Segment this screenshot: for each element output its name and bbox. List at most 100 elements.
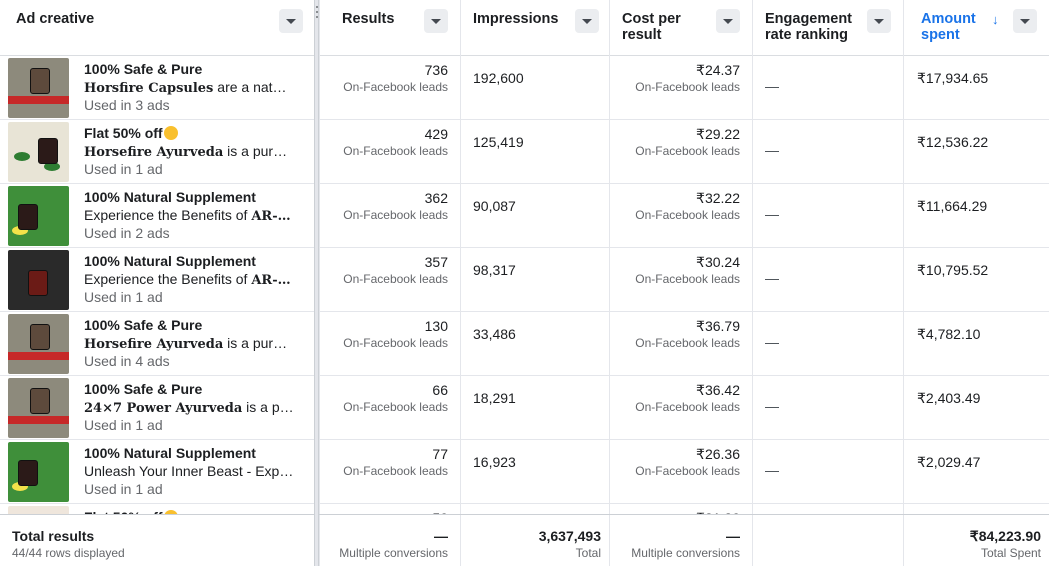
result-type: On-Facebook leads: [343, 464, 448, 478]
column-menu-caret-down-icon[interactable]: [867, 9, 891, 33]
ad-thumbnail[interactable]: [8, 378, 69, 438]
cost-per-result-cell: ₹30.24 On-Facebook leads: [609, 248, 752, 312]
impressions-cell: [460, 504, 609, 514]
table-body: 100% Safe & Pure Horsfire Capsules are a …: [0, 56, 1049, 514]
ad-description-rest: is a purely …: [227, 335, 294, 351]
results-cell: 50: [319, 504, 460, 514]
results-value: 77: [432, 446, 448, 462]
result-type: On-Facebook leads: [343, 400, 448, 414]
results-cell: 66 On-Facebook leads: [319, 376, 460, 440]
table-row[interactable]: 100% Natural Supplement Unleash Your Inne…: [0, 440, 1049, 504]
ad-title[interactable]: 100% Safe & Pure: [84, 61, 202, 77]
amount-spent-value: ₹4,782.10: [917, 326, 981, 342]
engagement-ranking-value: —: [765, 142, 779, 158]
footer-cost-value: —: [726, 528, 740, 544]
column-header-amount-spent[interactable]: Amount spent ↓: [903, 0, 1049, 56]
ad-description-rest: are a natural…: [217, 79, 294, 95]
cost-per-result-cell: ₹36.42 On-Facebook leads: [609, 376, 752, 440]
cost-per-result-cell: ₹24.37 On-Facebook leads: [609, 56, 752, 120]
column-header-ad-creative[interactable]: Ad creative: [0, 0, 314, 56]
ad-thumbnail[interactable]: [8, 186, 69, 246]
column-header-impressions[interactable]: Impressions: [460, 0, 609, 56]
ad-creative-cell[interactable]: 100% Natural Supplement Experience the Be…: [0, 248, 314, 312]
ad-title-text: 100% Safe & Pure: [84, 61, 203, 77]
ad-title[interactable]: 100% Safe & Pure: [84, 381, 202, 397]
column-header-cost-per-result[interactable]: Cost per result: [609, 0, 752, 56]
cost-result-type: On-Facebook leads: [635, 208, 740, 222]
ad-thumbnail[interactable]: [8, 58, 69, 118]
table-row[interactable]: 100% Natural Supplement Experience the Be…: [0, 184, 1049, 248]
column-resize-handle[interactable]: [314, 0, 319, 566]
footer-impressions-value: 3,637,493: [538, 528, 601, 544]
result-type: On-Facebook leads: [343, 272, 448, 286]
table-row[interactable]: Flat 50% off Horsefire Ayurveda is a pure…: [0, 120, 1049, 184]
results-cell: 77 On-Facebook leads: [319, 440, 460, 504]
amount-spent-value: ₹2,403.49: [917, 390, 981, 406]
ad-brand-name: AR-…: [251, 273, 291, 288]
ad-description: Horsefire Ayurveda is a purely …: [84, 335, 294, 353]
ad-thumbnail[interactable]: [8, 506, 69, 514]
ad-creative-cell[interactable]: 100% Safe & Pure Horsfire Capsules are a …: [0, 56, 314, 120]
ad-creative-cell[interactable]: 100% Natural Supplement Experience the Be…: [0, 184, 314, 248]
table-row[interactable]: 100% Safe & Pure Horsfire Capsules are a …: [0, 56, 1049, 120]
impressions-cell: 18,291: [460, 376, 609, 440]
impressions-cell: 125,419: [460, 120, 609, 184]
footer-total-results: Total results 44/44 rows displayed: [0, 515, 314, 566]
ad-title[interactable]: 100% Natural Supplement: [84, 189, 256, 205]
ad-creative-cell[interactable]: 100% Safe & Pure 24×7 Power Ayurveda is a…: [0, 376, 314, 440]
impressions-cell: 33,486: [460, 312, 609, 376]
impressions-value: 18,291: [473, 390, 516, 406]
ad-title[interactable]: Flat 50% off: [84, 125, 178, 141]
ad-description-text: Experience the Benefits of: [84, 271, 252, 287]
column-menu-caret-down-icon[interactable]: [424, 9, 448, 33]
column-header-engagement-rate-ranking[interactable]: Engagement rate ranking: [752, 0, 903, 56]
column-header-results[interactable]: Results: [319, 0, 460, 56]
ad-thumbnail[interactable]: [8, 122, 69, 182]
cost-result-type: On-Facebook leads: [635, 464, 740, 478]
column-label: Impressions: [473, 11, 559, 27]
result-type: On-Facebook leads: [343, 336, 448, 350]
ad-brand-name: Horsefire Ayurveda: [84, 337, 224, 352]
ad-title-text: 100% Natural Supplement: [84, 253, 256, 269]
ad-title[interactable]: 100% Natural Supplement: [84, 445, 256, 461]
ad-thumbnail[interactable]: [8, 314, 69, 374]
sort-arrow-down-icon[interactable]: ↓: [992, 12, 999, 27]
column-menu-caret-down-icon[interactable]: [716, 9, 740, 33]
ad-used-count: Used in 4 ads: [84, 353, 170, 369]
engagement-ranking-value: —: [765, 206, 779, 222]
column-menu-caret-down-icon[interactable]: [575, 9, 599, 33]
ad-used-count: Used in 1 ad: [84, 417, 163, 433]
ad-creative-cell[interactable]: Flat 50% off Horsefire Ayurveda is a pure…: [0, 120, 314, 184]
ad-creative-cell[interactable]: Flat 50% off: [0, 504, 314, 514]
ad-thumbnail[interactable]: [8, 250, 69, 310]
column-label: Cost per result: [622, 11, 681, 43]
impressions-cell: 98,317: [460, 248, 609, 312]
ad-description: 24×7 Power Ayurveda is a pure…: [84, 399, 294, 417]
star-struck-emoji-icon: [163, 510, 178, 514]
impressions-cell: 192,600: [460, 56, 609, 120]
ad-description-rest: is a purely …: [227, 143, 294, 159]
ad-used-count: Used in 3 ads: [84, 97, 170, 113]
table-row[interactable]: Flat 50% off 50 ₹31.80: [0, 504, 1049, 514]
column-menu-caret-down-icon[interactable]: [1013, 9, 1037, 33]
ad-title[interactable]: 100% Natural Supplement: [84, 253, 256, 269]
ad-creative-cell[interactable]: 100% Safe & Pure Horsefire Ayurveda is a …: [0, 312, 314, 376]
table-row[interactable]: 100% Natural Supplement Experience the Be…: [0, 248, 1049, 312]
engagement-ranking-cell: —: [752, 120, 903, 184]
column-menu-caret-down-icon[interactable]: [279, 9, 303, 33]
amount-spent-cell: ₹17,934.65: [903, 56, 1049, 120]
table-row[interactable]: 100% Safe & Pure Horsefire Ayurveda is a …: [0, 312, 1049, 376]
ad-description-text: Experience the Benefits of: [84, 207, 252, 223]
engagement-ranking-value: —: [765, 398, 779, 414]
ad-title[interactable]: Flat 50% off: [84, 509, 178, 514]
table-row[interactable]: 100% Safe & Pure 24×7 Power Ayurveda is a…: [0, 376, 1049, 440]
results-cell: 736 On-Facebook leads: [319, 56, 460, 120]
ad-thumbnail[interactable]: [8, 442, 69, 502]
impressions-value: 125,419: [473, 134, 524, 150]
ad-title[interactable]: 100% Safe & Pure: [84, 317, 202, 333]
ad-brand-name: 24×7 Power Ayurveda: [84, 401, 243, 416]
ad-creative-cell[interactable]: 100% Natural Supplement Unleash Your Inne…: [0, 440, 314, 504]
ad-title-text: 100% Safe & Pure: [84, 381, 203, 397]
ad-used-count: Used in 2 ads: [84, 225, 170, 241]
